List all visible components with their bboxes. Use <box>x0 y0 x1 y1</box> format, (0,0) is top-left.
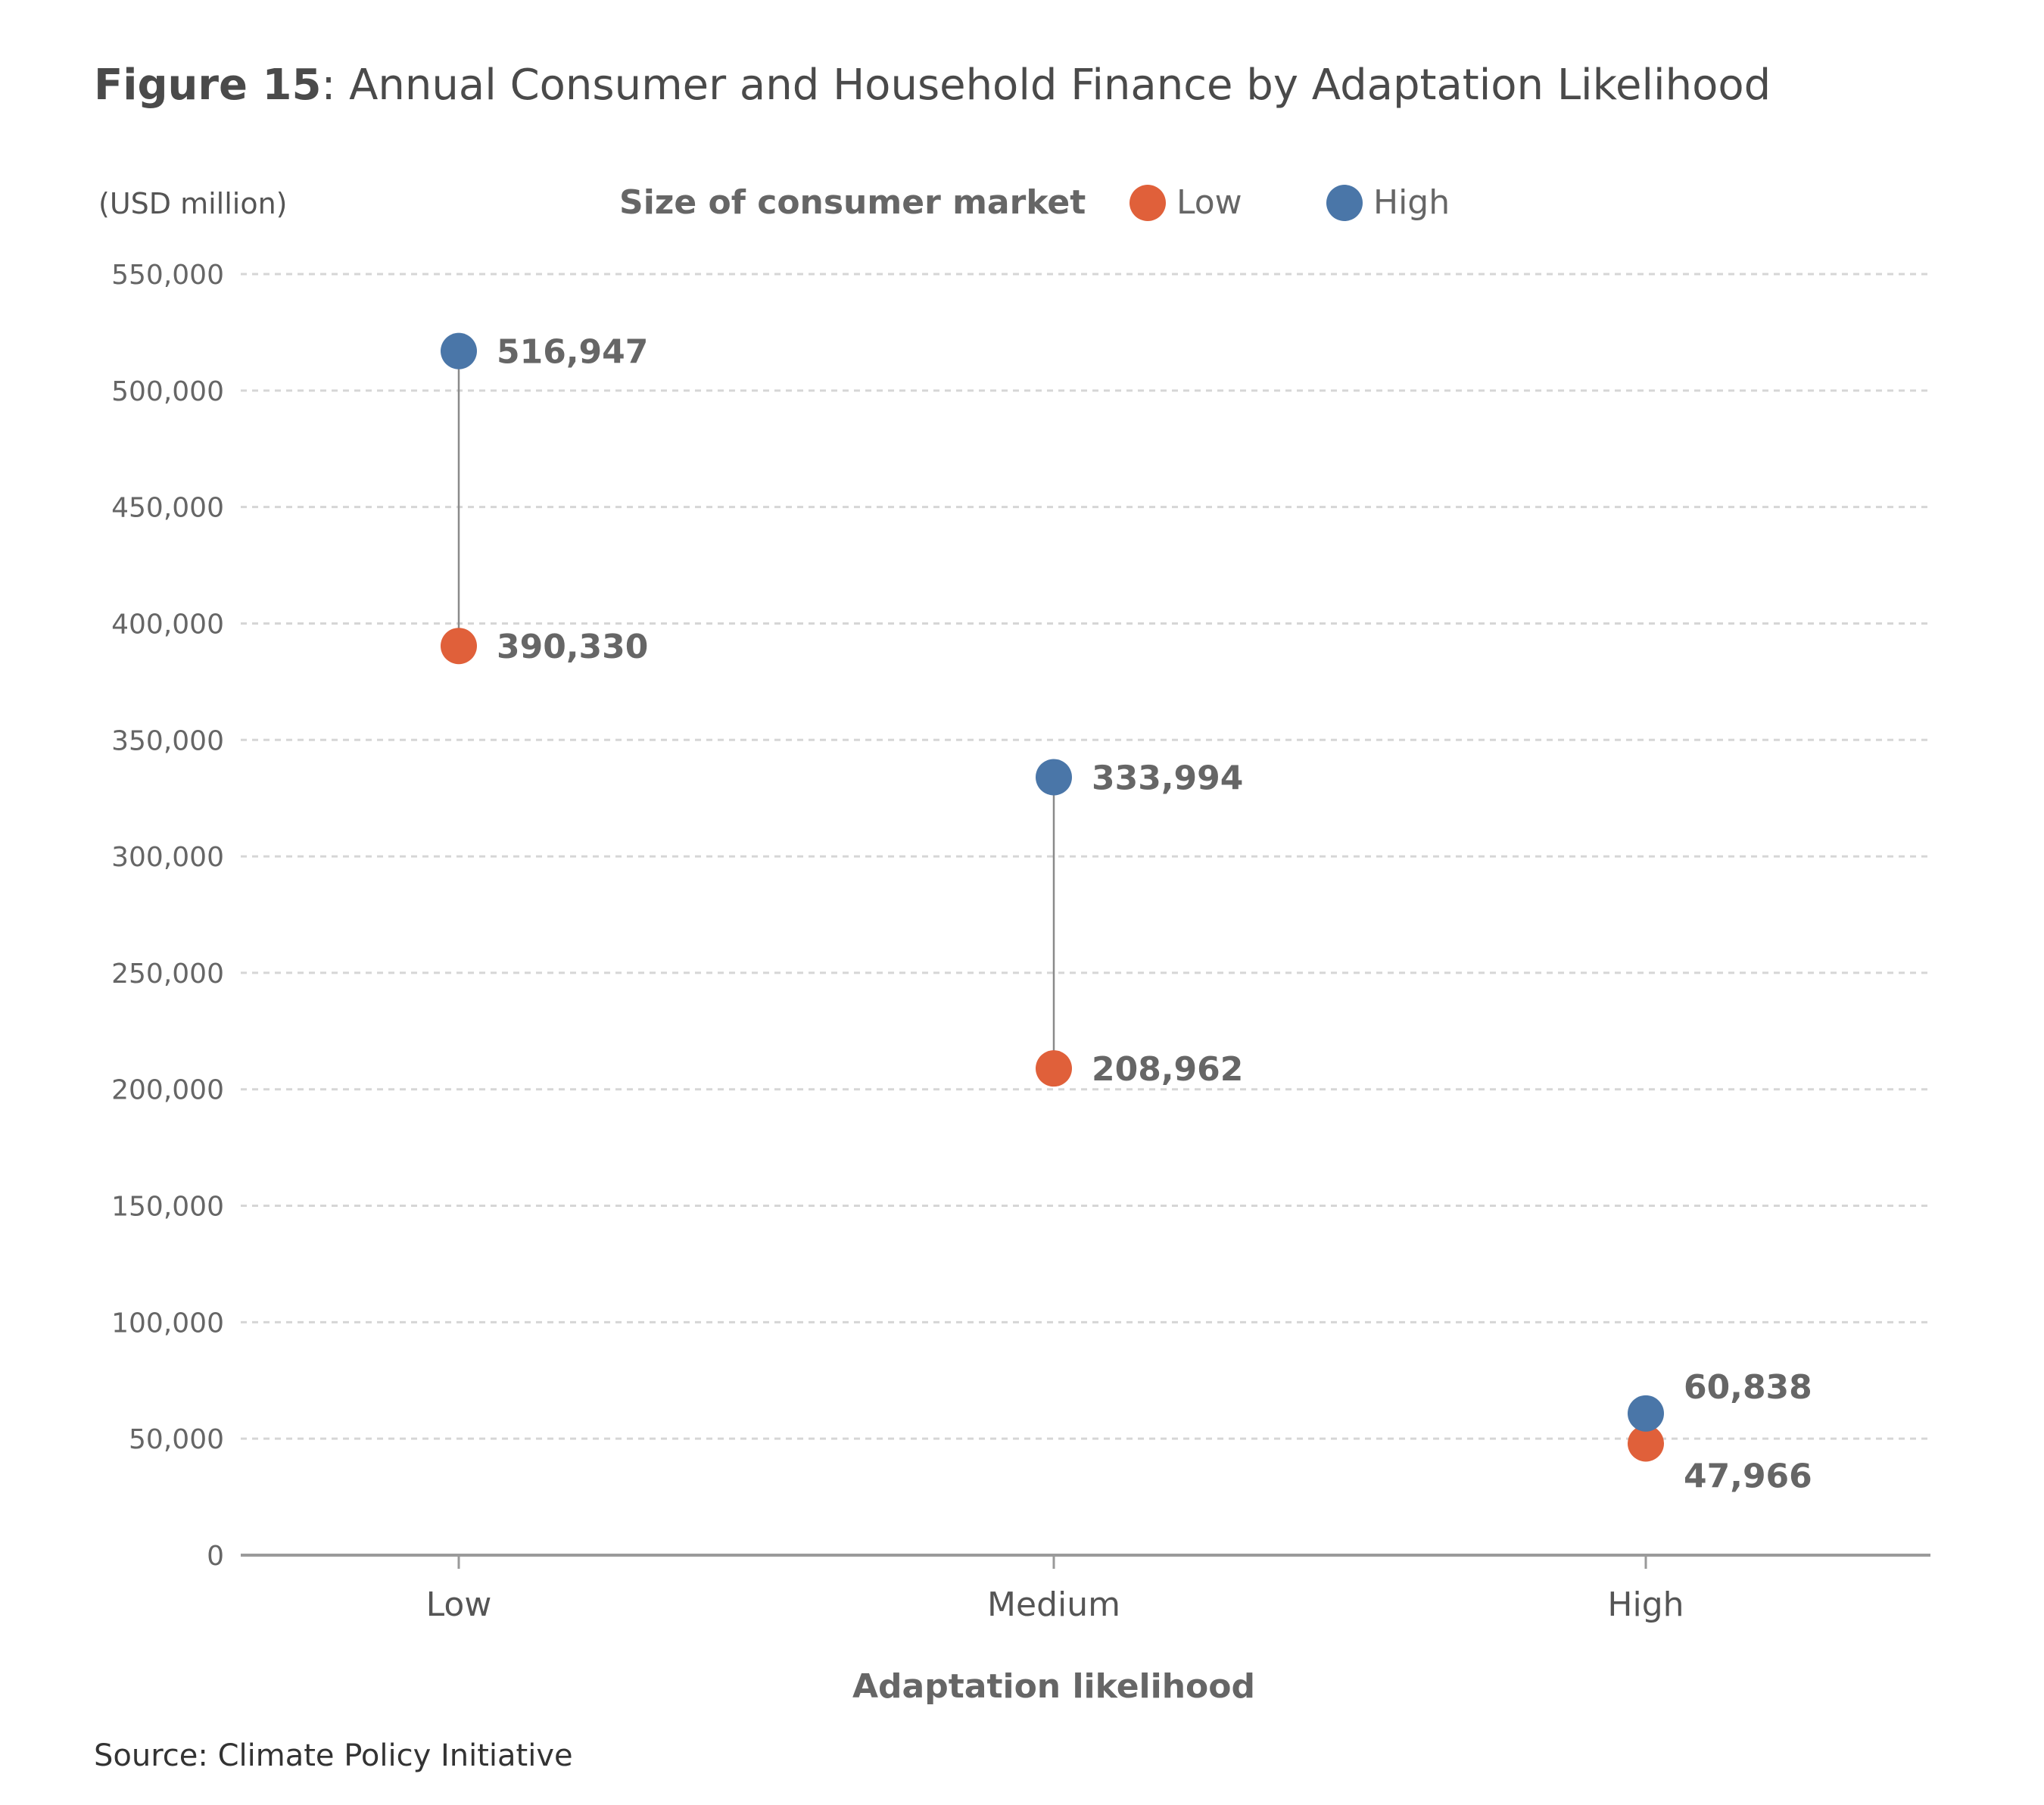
data-label: 60,838 <box>1684 1368 1812 1407</box>
y-tick-label: 150,000 <box>111 1192 224 1223</box>
data-point-high <box>441 332 477 369</box>
data-label: 333,994 <box>1092 759 1243 798</box>
y-tick-label: 350,000 <box>111 725 224 756</box>
data-point-low <box>1628 1425 1664 1462</box>
data-point-high <box>1628 1395 1664 1432</box>
y-tick-label: 300,000 <box>111 842 224 873</box>
y-tick-label: 100,000 <box>111 1308 224 1339</box>
y-tick-label: 50,000 <box>129 1424 224 1455</box>
gridlines <box>241 273 1930 1440</box>
y-unit-label: (USD million) <box>98 187 288 220</box>
legend-title: Size of consumer market <box>619 183 1086 222</box>
figure-title-text: : Annual Consumer and Household Finance … <box>321 61 1771 110</box>
x-tick-label: High <box>1607 1585 1684 1624</box>
y-tick-label: 400,000 <box>111 609 224 640</box>
data-points <box>441 332 1664 1462</box>
data-label: 47,966 <box>1684 1457 1812 1495</box>
y-tick-label: 500,000 <box>111 376 224 407</box>
legend-label: High <box>1373 183 1450 222</box>
data-label: 208,962 <box>1092 1050 1243 1089</box>
legend: Size of consumer market Low High <box>619 183 1450 222</box>
data-labels: 390,330 208,962 47,966 516,947 333,994 60,838 <box>497 333 1812 1496</box>
figure-number: Figure 15 <box>94 61 322 110</box>
y-axis: 0 50,000 100,000 150,000 200,000 250,000 300,0… <box>111 260 224 1572</box>
y-tick-label: 450,000 <box>111 493 224 524</box>
data-point-high <box>1036 759 1072 796</box>
legend-item-low: Low <box>1129 183 1242 222</box>
y-tick-label: 200,000 <box>111 1075 224 1106</box>
legend-item-high: High <box>1326 183 1450 222</box>
legend-label: Low <box>1176 183 1242 222</box>
y-tick-label: 0 <box>207 1541 224 1572</box>
data-label: 516,947 <box>497 333 648 372</box>
x-axis-title: Adaptation likelihood <box>852 1667 1255 1706</box>
x-tick-label: Low <box>426 1585 492 1624</box>
data-point-low <box>441 628 477 665</box>
legend-swatch <box>1129 185 1166 221</box>
x-axis: Low Medium High <box>426 1555 1684 1624</box>
connectors <box>457 351 1647 1444</box>
y-tick-label: 250,000 <box>111 959 224 990</box>
x-tick-label: Medium <box>987 1585 1120 1624</box>
legend-swatch <box>1326 185 1363 221</box>
data-label: 390,330 <box>497 628 648 666</box>
figure-title: Figure 15: Annual Consumer and Household… <box>94 61 1771 110</box>
y-tick-label: 550,000 <box>111 260 224 291</box>
source-note: Source: Climate Policy Initiative <box>94 1738 573 1773</box>
data-point-low <box>1036 1050 1072 1087</box>
